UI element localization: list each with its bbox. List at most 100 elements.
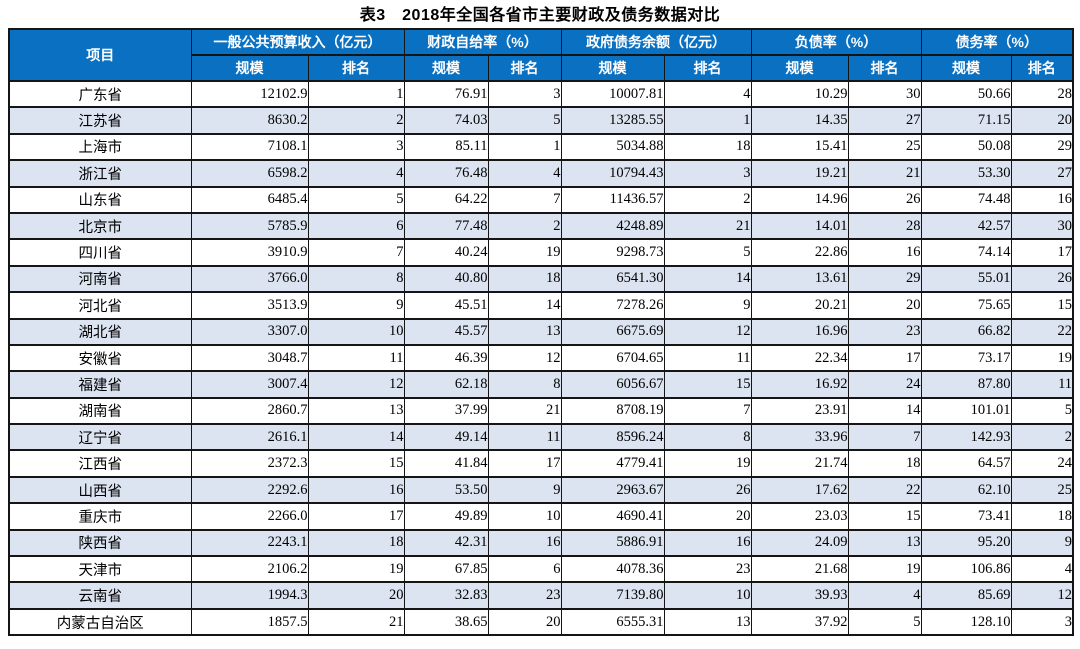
revenue-rank-cell: 19 [307,555,405,584]
debt-ratio-rank-cell: 22 [1010,317,1074,346]
table-row: 陕西省 2243.1 18 42.31 16 5886.91 16 24.09 13 95.20 9 [8,528,1074,558]
debt-balance-rank-cell: 21 [663,211,752,241]
liability-ratio-scale-cell: 24.09 [750,528,849,558]
table-row: 重庆市 2266.0 17 49.89 10 4690.41 20 23.03 15 73.41 1… [8,502,1074,531]
selfsuff-scale-cell: 42.31 [403,528,489,558]
debt-ratio-scale-cell: 74.14 [920,238,1012,267]
debt-ratio-scale-cell: 75.65 [920,291,1012,320]
debt-ratio-rank-cell: 19 [1010,343,1074,373]
revenue-scale-cell: 2616.1 [190,423,309,452]
revenue-scale-cell: 7108.1 [190,132,309,162]
debt-ratio-scale-cell: 50.08 [920,132,1012,162]
liability-ratio-rank-cell: 20 [847,291,922,320]
liability-ratio-rank-cell: 27 [847,106,922,135]
debt-ratio-rank-cell: 24 [1010,449,1074,478]
debt-balance-scale-cell: 6541.30 [560,264,665,294]
debt-balance-scale-cell: 6555.31 [560,607,665,637]
revenue-rank-cell: 7 [307,238,405,267]
debt-balance-rank-cell: 7 [663,396,752,426]
liability-ratio-rank-cell: 30 [847,79,922,109]
debt-balance-rank-cell: 18 [663,132,752,162]
table-row: 浙江省 6598.2 4 76.48 4 10794.43 3 19.21 21 53.30 27 [8,159,1074,188]
table-row: 福建省 3007.4 12 62.18 8 6056.67 15 16.92 24 87.80 11 [8,370,1074,399]
selfsuff-scale-cell: 49.89 [403,502,489,531]
subheader-revenue-rank: 排名 [307,54,405,82]
revenue-rank-cell: 20 [307,581,405,610]
liability-ratio-rank-cell: 7 [847,423,922,452]
debt-balance-rank-cell: 16 [663,528,752,558]
debt-ratio-rank-cell: 3 [1010,607,1074,637]
province-name-cell: 辽宁省 [8,423,192,452]
selfsuff-rank-cell: 10 [487,502,562,531]
liability-ratio-rank-cell: 15 [847,502,922,531]
debt-balance-scale-cell: 4779.41 [560,449,665,478]
selfsuff-scale-cell: 67.85 [403,555,489,584]
table-row: 北京市 5785.9 6 77.48 2 4248.89 21 14.01 28 42.57 30 [8,211,1074,241]
debt-balance-rank-cell: 19 [663,449,752,478]
group-header-self-sufficiency: 财政自给率（%） [403,28,562,56]
liability-ratio-rank-cell: 5 [847,607,922,637]
province-name-cell: 云南省 [8,581,192,610]
debt-ratio-rank-cell: 26 [1010,264,1074,294]
debt-ratio-scale-cell: 64.57 [920,449,1012,478]
liability-ratio-rank-cell: 18 [847,449,922,478]
debt-ratio-scale-cell: 53.30 [920,159,1012,188]
province-name-cell: 广东省 [8,79,192,109]
province-name-cell: 上海市 [8,132,192,162]
debt-balance-rank-cell: 4 [663,79,752,109]
selfsuff-rank-cell: 18 [487,264,562,294]
liability-ratio-scale-cell: 23.03 [750,502,849,531]
selfsuff-rank-cell: 5 [487,106,562,135]
selfsuff-rank-cell: 8 [487,370,562,399]
liability-ratio-scale-cell: 14.01 [750,211,849,241]
debt-balance-scale-cell: 4078.36 [560,555,665,584]
table-row: 内蒙古自治区 1857.5 21 38.65 20 6555.31 13 37.92 5 128.… [8,607,1074,637]
debt-ratio-scale-cell: 62.10 [920,475,1012,505]
selfsuff-scale-cell: 32.83 [403,581,489,610]
revenue-rank-cell: 21 [307,607,405,637]
debt-ratio-scale-cell: 87.80 [920,370,1012,399]
selfsuff-rank-cell: 6 [487,555,562,584]
debt-ratio-rank-cell: 29 [1010,132,1074,162]
liability-ratio-scale-cell: 33.96 [750,423,849,452]
province-name-cell: 福建省 [8,370,192,399]
revenue-scale-cell: 8630.2 [190,106,309,135]
page-title: 表3 2018年全国各省市主要财政及债务数据对比 [359,7,721,24]
revenue-scale-cell: 2243.1 [190,528,309,558]
province-name-cell: 北京市 [8,211,192,241]
debt-ratio-scale-cell: 142.93 [920,423,1012,452]
selfsuff-scale-cell: 38.65 [403,607,489,637]
province-name-cell: 浙江省 [8,159,192,188]
item-header: 项目 [8,28,192,82]
debt-ratio-rank-cell: 20 [1010,106,1074,135]
liability-ratio-rank-cell: 21 [847,159,922,188]
debt-balance-rank-cell: 13 [663,607,752,637]
debt-ratio-rank-cell: 28 [1010,79,1074,109]
debt-balance-scale-cell: 10007.81 [560,79,665,109]
group-header-row: 项目 一般公共预算收入（亿元） 财政自给率（%） 政府债务余额（亿元） 负债率（… [8,28,1074,82]
revenue-scale-cell: 2266.0 [190,502,309,531]
liability-ratio-rank-cell: 28 [847,211,922,241]
debt-balance-rank-cell: 8 [663,423,752,452]
province-name-cell: 安徽省 [8,343,192,373]
debt-balance-scale-cell: 5034.88 [560,132,665,162]
selfsuff-scale-cell: 64.22 [403,185,489,214]
table-row: 上海市 7108.1 3 85.11 1 5034.88 18 15.41 25 50.08 29 [8,132,1074,162]
liability-ratio-rank-cell: 24 [847,370,922,399]
liability-ratio-rank-cell: 25 [847,132,922,162]
selfsuff-rank-cell: 13 [487,317,562,346]
table-row: 江苏省 8630.2 2 74.03 5 13285.55 1 14.35 27 71.15 20 [8,106,1074,135]
selfsuff-rank-cell: 4 [487,159,562,188]
revenue-scale-cell: 6485.4 [190,185,309,214]
subheader-debtratio-rank: 排名 [1010,54,1074,82]
debt-balance-rank-cell: 12 [663,317,752,346]
selfsuff-rank-cell: 12 [487,343,562,373]
revenue-scale-cell: 6598.2 [190,159,309,188]
debt-ratio-scale-cell: 74.48 [920,185,1012,214]
revenue-rank-cell: 13 [307,396,405,426]
selfsuff-scale-cell: 77.48 [403,211,489,241]
selfsuff-scale-cell: 41.84 [403,449,489,478]
group-header-debt-balance: 政府债务余额（亿元） [560,28,752,56]
province-name-cell: 湖北省 [8,317,192,346]
revenue-scale-cell: 2372.3 [190,449,309,478]
